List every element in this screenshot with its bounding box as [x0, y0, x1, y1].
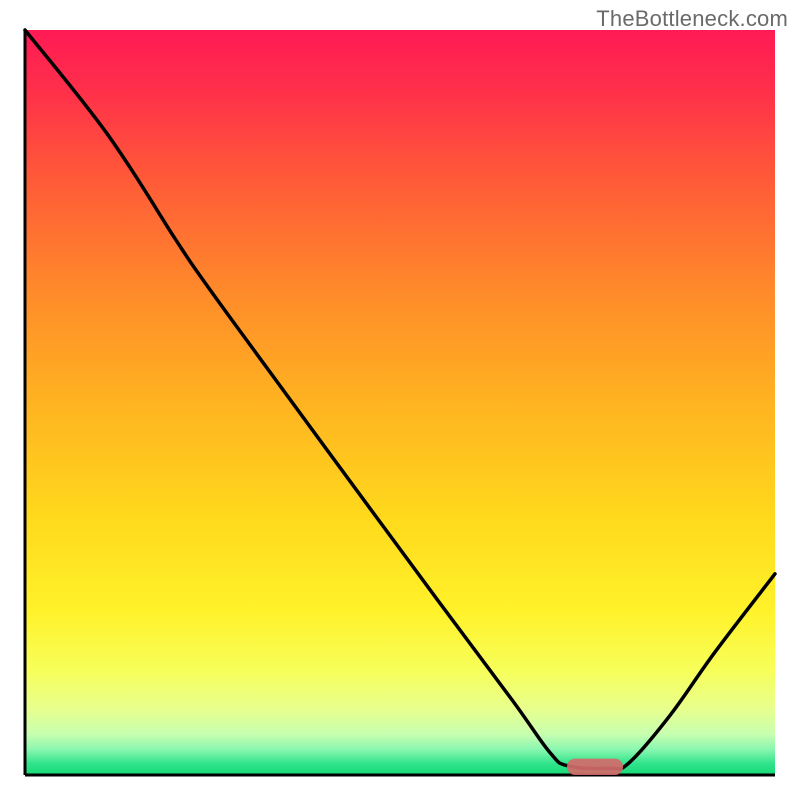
optimal-marker: [567, 759, 623, 775]
bottleneck-chart: [0, 0, 800, 800]
chart-gradient-background: [25, 30, 775, 775]
watermark-text: TheBottleneck.com: [596, 6, 788, 32]
